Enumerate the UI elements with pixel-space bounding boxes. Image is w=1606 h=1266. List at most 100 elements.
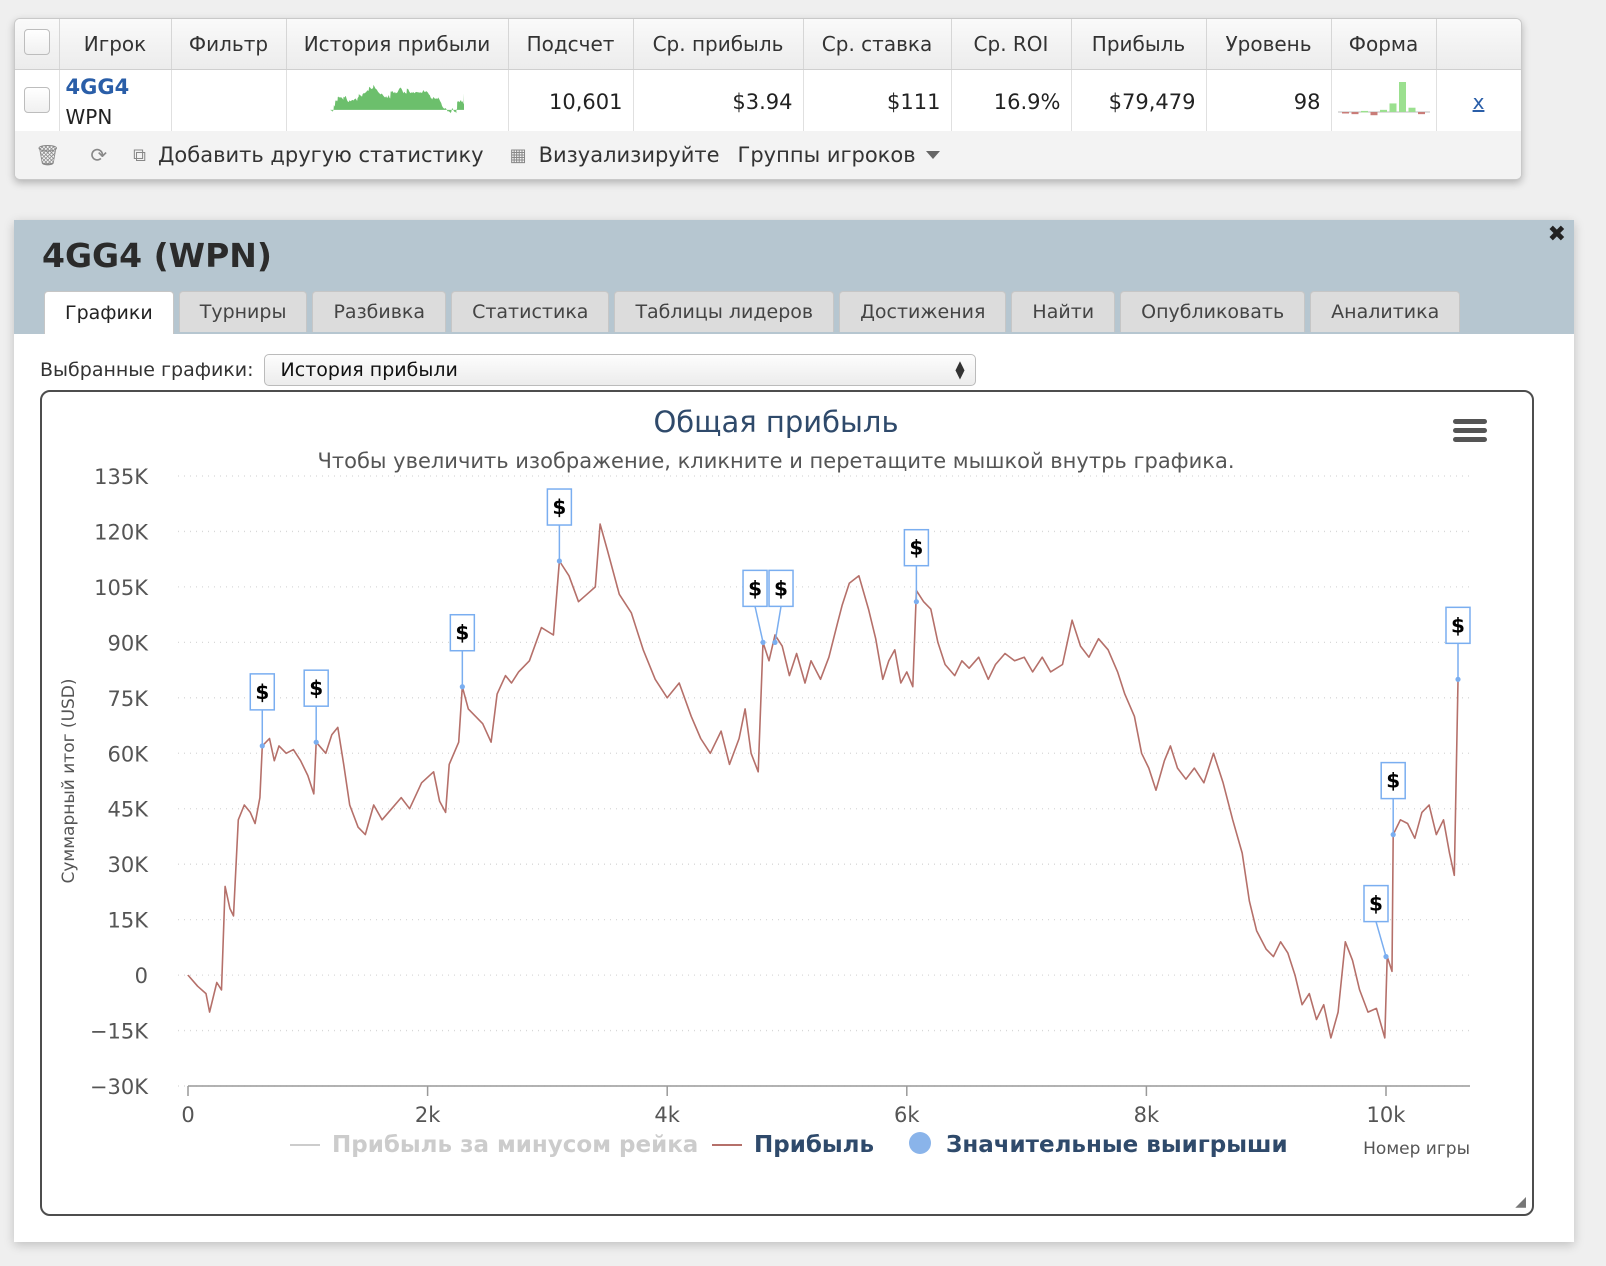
flag-label: $ [774, 576, 788, 600]
y-tick-label: 135K [94, 465, 149, 489]
tab-statistics[interactable]: Статистика [451, 291, 610, 332]
header-level[interactable]: Уровень [1206, 19, 1332, 70]
header-avg-profit[interactable]: Ср. прибыль [633, 19, 804, 70]
header-profit-history[interactable]: История прибыли [286, 19, 509, 70]
select-all-checkbox[interactable] [23, 28, 50, 55]
visualize-button[interactable]: ▦ Визуализируйте [510, 143, 720, 167]
significant-win-flag[interactable]: $ [249, 673, 276, 749]
stats-toolbar: 🗑 ⟳ ⧉ Добавить другую статистику ▦ Визуа… [15, 131, 1521, 179]
trash-icon[interactable]: 🗑 [35, 143, 61, 167]
y-tick-label: 105K [94, 576, 149, 600]
y-tick-label: 15K [108, 909, 150, 933]
form-bar [1398, 81, 1406, 112]
significant-win-flag[interactable]: $ [1445, 606, 1471, 682]
refresh-icon[interactable]: ⟳ [90, 143, 108, 167]
header-profit[interactable]: Прибыль [1071, 19, 1207, 70]
form-chart[interactable] [1336, 80, 1432, 120]
legend-item-profit[interactable]: Прибыль [712, 1132, 874, 1158]
player-panel: 4GG4 (WPN) ✖ Графики Турниры Разбивка Ст… [14, 220, 1574, 1242]
tab-find[interactable]: Найти [1011, 291, 1116, 332]
legend-label: Прибыль за минусом рейка [332, 1132, 698, 1158]
tab-breakdown[interactable]: Разбивка [312, 291, 447, 332]
player-link[interactable]: 4GG4 [65, 75, 130, 99]
tab-charts[interactable]: Графики [44, 291, 174, 334]
select-arrows-icon: ▲ ▼ [955, 358, 965, 381]
avg-stake-value: $111 [803, 69, 952, 135]
chart-container[interactable]: Общая прибыль Чтобы увеличить изображение… [40, 390, 1534, 1216]
y-tick-label: 90K [108, 631, 150, 655]
significant-win-flag[interactable]: $ [768, 569, 794, 645]
stats-header-row: Игрок Фильтр История прибыли Подсчет Ср.… [15, 19, 1521, 70]
legend-item-significant-wins[interactable]: Значительные выигрыши [909, 1132, 1288, 1158]
significant-win-point [459, 684, 465, 690]
visualize-label: Визуализируйте [538, 143, 720, 167]
significant-win-flag[interactable]: $ [1363, 884, 1389, 960]
flag-label: $ [909, 536, 923, 560]
remove-player-link[interactable]: x [1472, 90, 1485, 114]
flag-label: $ [1369, 892, 1383, 916]
profit-sparkline[interactable] [322, 80, 472, 120]
significant-win-flag[interactable]: $ [742, 569, 768, 645]
header-avg-stake[interactable]: Ср. ставка [803, 19, 952, 70]
flag-label: $ [255, 680, 269, 704]
filter-cell[interactable] [171, 69, 287, 135]
stats-table: Игрок Фильтр История прибыли Подсчет Ср.… [15, 19, 1521, 135]
row-checkbox[interactable] [23, 86, 50, 113]
form-bar [1360, 110, 1368, 112]
tab-leaderboards[interactable]: Таблицы лидеров [614, 291, 835, 332]
tab-tournaments[interactable]: Турниры [178, 291, 308, 332]
significant-win-flag[interactable]: $ [546, 488, 573, 564]
avg-profit-value: $3.94 [633, 69, 804, 135]
x-tick-label: 0 [181, 1103, 194, 1127]
row-select-cell [15, 69, 60, 135]
flag-label: $ [748, 576, 762, 600]
y-tick-label: 0 [135, 964, 148, 988]
form-bar [1341, 111, 1349, 113]
add-stat-button[interactable]: ⧉ Добавить другую статистику [133, 143, 483, 167]
y-tick-label: 120K [94, 520, 149, 544]
significant-win-flag[interactable]: $ [1380, 761, 1406, 838]
form-bar [1351, 111, 1358, 114]
header-filter[interactable]: Фильтр [171, 19, 287, 70]
profit-series-line[interactable] [187, 523, 1459, 1039]
resize-grip-icon[interactable]: ◢ [1515, 1194, 1526, 1210]
x-tick-label: 6k [894, 1103, 920, 1127]
menu-icon[interactable] [1453, 419, 1487, 442]
chevron-down-icon [925, 151, 940, 159]
stats-table-box: Игрок Фильтр История прибыли Подсчет Ср.… [14, 18, 1522, 180]
table-row: 4GG4 WPN 10,601 $3.94 $111 16.9% $79,479… [15, 69, 1521, 135]
significant-win-flag[interactable]: $ [303, 669, 329, 745]
player-cell: 4GG4 WPN [59, 69, 172, 135]
tab-achievements[interactable]: Достижения [839, 291, 1007, 332]
chart-select-row: Выбранные графики: История прибыли ▲ ▼ [40, 354, 976, 386]
tab-bar: Графики Турниры Разбивка Статистика Табл… [44, 291, 1465, 334]
add-stat-label: Добавить другую статистику [158, 143, 484, 167]
form-bar [1389, 102, 1396, 112]
form-bar [1370, 111, 1377, 115]
flag-label: $ [1451, 613, 1465, 637]
y-tick-label: 75K [108, 687, 150, 711]
tab-analytics[interactable]: Аналитика [1310, 291, 1461, 332]
significant-win-flag[interactable]: $ [903, 528, 930, 605]
chart-select-label: Выбранные графики: [40, 359, 254, 381]
x-tick-label: 8k [1134, 1103, 1160, 1127]
tab-publish[interactable]: Опубликовать [1120, 291, 1306, 332]
significant-win-point [772, 639, 778, 645]
header-avg-roi[interactable]: Ср. ROI [951, 19, 1072, 70]
panel-title: 4GG4 (WPN) [42, 236, 272, 275]
player-groups-label: Группы игроков [737, 143, 916, 167]
chart-select[interactable]: История прибыли ▲ ▼ [263, 354, 976, 386]
header-form[interactable]: Форма [1331, 19, 1437, 70]
legend-item-profit-net-rake[interactable]: Прибыль за минусом рейка [290, 1132, 698, 1158]
significant-win-flag[interactable]: $ [449, 613, 476, 690]
significant-win-point [556, 558, 562, 564]
header-count[interactable]: Подсчет [508, 19, 634, 70]
player-groups-dropdown[interactable]: Группы игроков [738, 143, 940, 167]
form-bar [1408, 107, 1415, 112]
header-player[interactable]: Игрок [59, 19, 172, 70]
y-tick-label: −15K [90, 1020, 149, 1044]
significant-win-point [1455, 676, 1461, 682]
close-icon[interactable]: ✖ [1547, 222, 1566, 247]
profit-chart[interactable]: Общая прибыль Чтобы увеличить изображение… [42, 392, 1532, 1214]
profit-history-cell [286, 69, 509, 135]
